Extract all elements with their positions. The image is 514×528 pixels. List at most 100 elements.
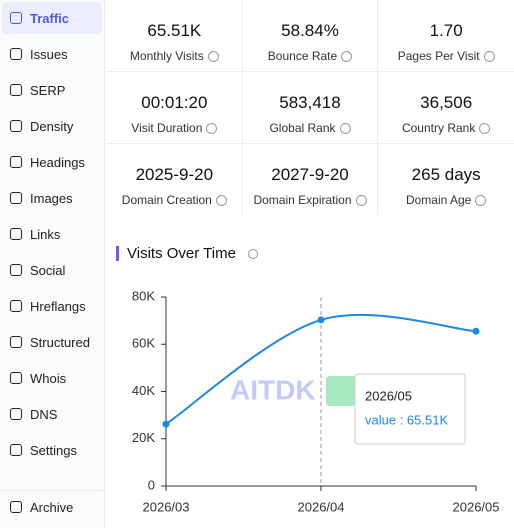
- nav-item[interactable]: Whois: [2, 362, 102, 394]
- chart-title: Visits Over Time: [127, 245, 236, 262]
- stat-label: Country Rank: [401, 121, 476, 135]
- stat-cell: 583,418 Global Rank: [242, 72, 379, 144]
- nav-icon: [10, 444, 22, 456]
- nav-item[interactable]: Settings: [2, 434, 102, 466]
- separator: [0, 490, 104, 491]
- stats-grid: 65.51K Monthly Visits 58.84% Bounce Rate 1.7…: [107, 0, 514, 215]
- nav-icon: [10, 372, 22, 384]
- stat-cell: 65.51K Monthly Visits: [107, 0, 243, 72]
- point: [472, 327, 480, 335]
- nav-item[interactable]: SERP: [2, 74, 102, 106]
- nav-item[interactable]: Social: [2, 254, 102, 286]
- nav-icon: [10, 300, 22, 312]
- sidebar: Traffic Issues SERP Density Headings Images Li…: [0, 0, 105, 528]
- nav-icon: [10, 501, 22, 513]
- nav-icon: [10, 84, 22, 96]
- nav-icon: [10, 156, 22, 168]
- stat-label-row: Pages Per Visit: [378, 49, 514, 63]
- nav-label: Traffic: [30, 10, 70, 26]
- y-tick-label: 0: [148, 477, 155, 492]
- stat-cell: 2025-9-20 Domain Creation: [107, 144, 243, 215]
- nav-item[interactable]: Links: [2, 218, 102, 250]
- tooltip: [354, 373, 466, 445]
- stat-label-row: Monthly Visits: [107, 49, 242, 63]
- tooltip-title: 2026/05: [365, 388, 412, 403]
- stat-value: 00:01:20: [141, 93, 208, 112]
- nav-label: Links: [30, 226, 61, 242]
- y-tick-label: 40K: [132, 383, 155, 398]
- nav-icon: [10, 48, 22, 60]
- nav-item[interactable]: Issues: [2, 38, 102, 70]
- help-icon: [341, 50, 353, 62]
- nav-icon: [10, 228, 22, 240]
- watermark-badge: [326, 376, 356, 406]
- help-icon: [483, 50, 495, 62]
- nav-label: Density: [30, 118, 74, 134]
- stat-value: 2025-9-20: [135, 165, 214, 184]
- stat-cell: 2027-9-20 Domain Expiration: [243, 144, 379, 215]
- title-bar: [116, 246, 119, 261]
- stat-label: Bounce Rate: [267, 49, 338, 63]
- nav-label: SERP: [30, 82, 66, 98]
- help-icon: [479, 122, 491, 134]
- x-tick-label: 2026/03: [143, 499, 190, 514]
- stat-label: Pages Per Visit: [397, 49, 480, 63]
- help-icon: [215, 194, 227, 206]
- nav-item[interactable]: Density: [2, 110, 102, 142]
- nav-item[interactable]: DNS: [2, 398, 102, 430]
- stat-label-row: Domain Creation: [107, 193, 242, 207]
- tooltip-value: value : 65.51K: [365, 412, 448, 427]
- stat-label: Visit Duration: [131, 121, 203, 135]
- nav-icon: [10, 264, 22, 276]
- nav-label: Social: [30, 262, 66, 278]
- point: [317, 316, 325, 324]
- help-icon: [355, 194, 367, 206]
- stat-label-row: Domain Age: [378, 193, 514, 207]
- stat-label-row: Domain Expiration: [243, 193, 378, 207]
- stat-cell: 00:01:20 Visit Duration: [107, 72, 243, 144]
- stat-cell: 265 days Domain Age: [378, 144, 514, 215]
- watermark: AITDK: [230, 374, 316, 405]
- stat-label: Domain Expiration: [253, 193, 352, 207]
- y-tick-label: 20K: [132, 430, 155, 445]
- point: [162, 420, 170, 428]
- stat-label-row: Country Rank: [378, 121, 514, 135]
- stat-value: 65.51K: [147, 21, 202, 40]
- x-tick-label: 2026/05: [453, 499, 500, 514]
- help-icon: [475, 194, 487, 206]
- nav-item[interactable]: Structured: [2, 326, 102, 358]
- nav-item[interactable]: Headings: [2, 146, 102, 178]
- nav-icon: [10, 408, 22, 420]
- stat-value: 583,418: [279, 93, 341, 112]
- nav-label: Settings: [30, 442, 77, 458]
- nav-item[interactable]: Images: [2, 182, 102, 214]
- nav-item[interactable]: Traffic: [2, 2, 102, 34]
- nav-icon: [10, 336, 22, 348]
- stat-cell: 58.84% Bounce Rate: [242, 0, 379, 72]
- y-tick-label: 60K: [132, 336, 155, 351]
- y-tick-label: 80K: [132, 288, 155, 303]
- stat-value: 265 days: [411, 165, 481, 184]
- stat-label: Global Rank: [269, 121, 336, 135]
- help-icon: [206, 122, 218, 134]
- nav-item[interactable]: Archive: [2, 491, 102, 523]
- help-icon: [339, 122, 351, 134]
- nav-label: DNS: [30, 406, 58, 422]
- nav-icon: [10, 120, 22, 132]
- stat-label: Domain Age: [405, 193, 472, 207]
- help-icon: [248, 249, 258, 259]
- nav-label: Whois: [30, 370, 67, 386]
- stat-label: Domain Creation: [121, 193, 212, 207]
- nav-label: Structured: [30, 334, 90, 350]
- stat-label: Monthly Visits: [129, 49, 204, 63]
- stat-label-row: Bounce Rate: [243, 49, 378, 63]
- nav-label: Headings: [30, 154, 85, 170]
- x-tick-label: 2026/04: [298, 499, 345, 514]
- stat-label-row: Visit Duration: [107, 121, 242, 135]
- nav-item[interactable]: Hreflangs: [2, 290, 102, 322]
- stat-value: 2027-9-20: [271, 165, 349, 184]
- nav-label: Images: [30, 190, 73, 206]
- help-icon: [207, 50, 219, 62]
- stat-value: 36,506: [420, 93, 473, 112]
- stat-cell: 36,506 Country Rank: [378, 72, 514, 144]
